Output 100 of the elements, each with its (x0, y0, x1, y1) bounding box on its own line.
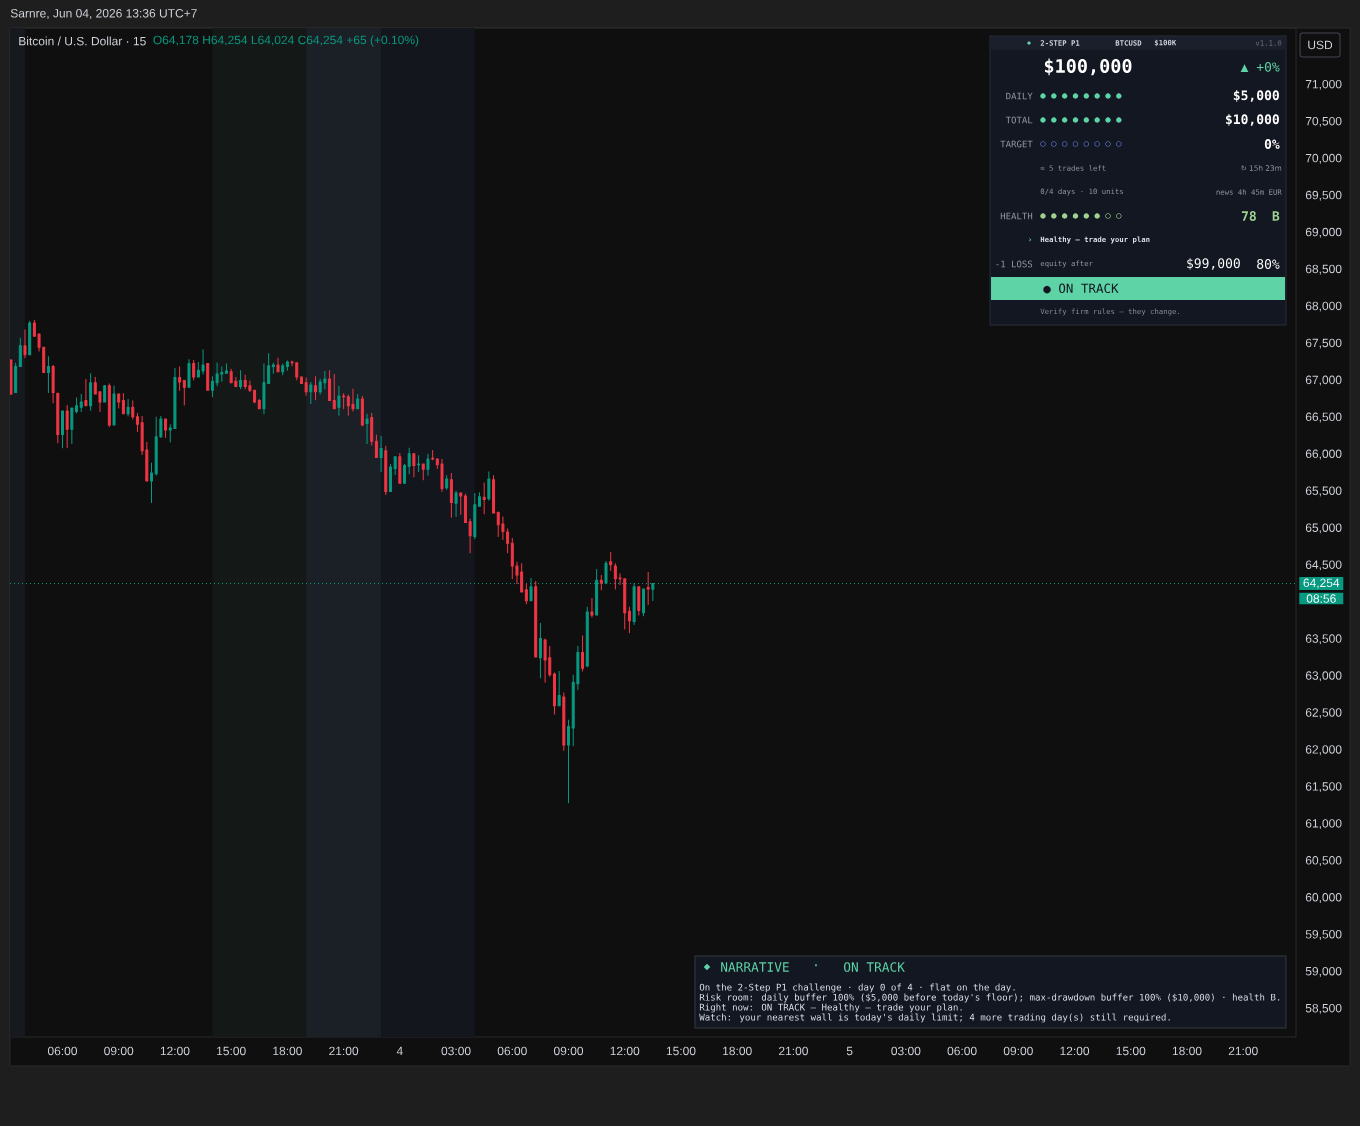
candlestick (337, 385, 341, 416)
candlestick (581, 635, 585, 672)
annotation: $5,000 (1233, 90, 1279, 102)
y-tick-label: 59,500 (1305, 930, 1342, 940)
annotation: ○ ○ ○ ○ ○ ○ ○ ○ (1040, 141, 1122, 147)
candlestick (637, 586, 641, 616)
annotation: DAILY (1006, 92, 1033, 100)
annotation: On the 2-Step P1 challenge · day 0 of 4 · flat on the day. (699, 983, 1015, 993)
y-tick-label: 58,500 (1305, 1003, 1342, 1014)
annotation: NARRATIVE (721, 962, 789, 972)
candlestick (309, 381, 313, 404)
annotation: TOTAL (1005, 116, 1033, 124)
candlestick (552, 672, 556, 715)
x-tick-label: 12:00 (610, 1046, 640, 1056)
annotation: Watch: your nearest wall is today's daily limit; 4 more trading day(s) still required. (699, 1013, 1170, 1023)
candlestick (562, 692, 566, 751)
y-tick-label: 67,500 (1305, 338, 1342, 349)
candlestick (103, 384, 107, 403)
candlestick (131, 400, 135, 420)
candlestick (281, 363, 285, 376)
candlestick (112, 385, 116, 426)
annotation: TARGET (1000, 140, 1033, 148)
candlestick (543, 638, 547, 683)
y-tick-label: 70,000 (1305, 153, 1342, 164)
candlestick (253, 389, 257, 404)
x-tick-label: 06:00 (947, 1046, 977, 1056)
x-tick-label: 21:00 (779, 1046, 808, 1056)
x-tick-label: 03:00 (891, 1046, 921, 1056)
annotation: ● ● ● ● ● ● ○ ○ (1040, 213, 1122, 219)
x-tick-label: 09:00 (104, 1046, 134, 1056)
annotation: › (1029, 237, 1032, 242)
candlestick (187, 358, 191, 388)
candlestick (524, 583, 528, 605)
candlestick (117, 392, 121, 409)
candlestick (314, 375, 317, 401)
candlestick (477, 491, 481, 507)
y-tick-label: 69,500 (1305, 190, 1342, 201)
y-tick-label: 67,000 (1305, 375, 1342, 386)
candlestick (18, 337, 22, 368)
x-tick-label: 4 (396, 1046, 403, 1056)
candlestick (646, 571, 650, 606)
candlestick (449, 472, 453, 518)
annotation: B (1272, 211, 1280, 221)
candlestick (407, 447, 411, 475)
candlestick (51, 364, 55, 404)
candlestick (323, 370, 327, 390)
candlestick (201, 349, 205, 375)
annotation: $100,000 (1044, 58, 1132, 76)
candlestick (393, 456, 397, 475)
candlestick (590, 597, 594, 618)
candlestick (285, 360, 289, 371)
x-tick-label: 21:00 (329, 1046, 359, 1056)
annotation: -1 LOSS (996, 260, 1033, 268)
candlestick (107, 383, 111, 427)
candlestick (239, 369, 243, 390)
candlestick (164, 418, 168, 438)
annotation: ◆ (703, 963, 711, 971)
candlestick (332, 373, 336, 410)
x-tick-label: 5 (846, 1046, 853, 1056)
x-tick-label: 18:00 (723, 1046, 752, 1056)
candlestick (65, 404, 69, 449)
annotation: $99,000 (1187, 258, 1240, 270)
annotation: ● ● ● ● ● ● ● ● (1040, 93, 1122, 99)
candlestick (445, 474, 449, 490)
candlestick (388, 463, 392, 492)
x-tick-label: 15:00 (666, 1046, 696, 1056)
y-tick-label: 59,000 (1305, 966, 1342, 977)
y-tick-label: 68,000 (1305, 301, 1342, 312)
annotation: 78 (1241, 211, 1256, 221)
candlestick (627, 606, 631, 634)
y-tick-label: 71,000 (1305, 79, 1342, 90)
x-tick-label: 15:00 (217, 1046, 246, 1056)
candlestick (403, 463, 407, 484)
y-tick-label: 61,000 (1305, 819, 1342, 830)
candlestick (60, 410, 64, 449)
x-tick-label: 03:00 (441, 1046, 471, 1056)
candlestick (487, 471, 491, 501)
candlestick (276, 357, 280, 373)
candlestick (121, 392, 125, 415)
candlestick (182, 380, 186, 406)
candlestick (370, 412, 374, 446)
candlestick (14, 362, 18, 393)
y-tick-label: 69,000 (1305, 227, 1342, 238)
annotation: ▲ +0% (1240, 61, 1280, 73)
y-tick-label: 70,500 (1305, 116, 1342, 127)
candlestick (360, 395, 364, 427)
y-tick-label: 66,000 (1305, 449, 1342, 460)
candlestick (651, 583, 655, 602)
x-tick-label: 18:00 (273, 1046, 302, 1056)
candlestick (398, 452, 402, 484)
candlestick (56, 392, 60, 444)
candlestick (440, 458, 444, 492)
x-tick-label: 12:00 (160, 1046, 190, 1056)
candlestick (431, 449, 435, 461)
x-tick-label: 12:00 (1060, 1046, 1090, 1056)
annotation: Right now: ON TRACK — Healthy — trade your plan. (699, 1003, 962, 1013)
candlestick (473, 492, 477, 540)
annotation: ON TRACK (844, 962, 905, 972)
annotation: 80% (1257, 259, 1280, 269)
candlestick (426, 453, 430, 476)
